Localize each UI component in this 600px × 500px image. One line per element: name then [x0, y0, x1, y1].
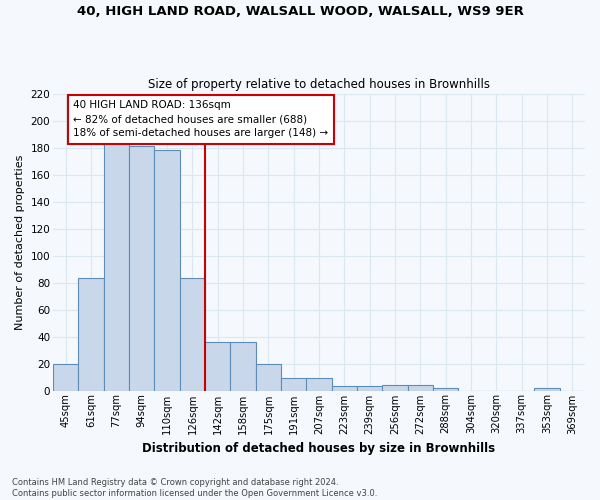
Bar — [535, 388, 560, 390]
Bar — [79, 278, 104, 390]
Bar — [53, 364, 79, 390]
Y-axis label: Number of detached properties: Number of detached properties — [15, 154, 25, 330]
Bar — [332, 386, 357, 390]
Bar — [357, 386, 382, 390]
Bar — [104, 144, 129, 390]
X-axis label: Distribution of detached houses by size in Brownhills: Distribution of detached houses by size … — [142, 442, 496, 455]
Bar — [382, 385, 407, 390]
Bar — [154, 150, 180, 390]
Bar — [307, 378, 332, 390]
Bar — [180, 278, 205, 390]
Bar — [433, 388, 458, 390]
Text: 40 HIGH LAND ROAD: 136sqm
← 82% of detached houses are smaller (688)
18% of semi: 40 HIGH LAND ROAD: 136sqm ← 82% of detac… — [73, 100, 328, 138]
Title: Size of property relative to detached houses in Brownhills: Size of property relative to detached ho… — [148, 78, 490, 91]
Text: 40, HIGH LAND ROAD, WALSALL WOOD, WALSALL, WS9 9ER: 40, HIGH LAND ROAD, WALSALL WOOD, WALSAL… — [77, 5, 523, 18]
Bar — [256, 364, 281, 390]
Bar — [205, 342, 230, 390]
Bar — [129, 146, 154, 390]
Text: Contains HM Land Registry data © Crown copyright and database right 2024.
Contai: Contains HM Land Registry data © Crown c… — [12, 478, 377, 498]
Bar — [407, 385, 433, 390]
Bar — [281, 378, 307, 390]
Bar — [230, 342, 256, 390]
